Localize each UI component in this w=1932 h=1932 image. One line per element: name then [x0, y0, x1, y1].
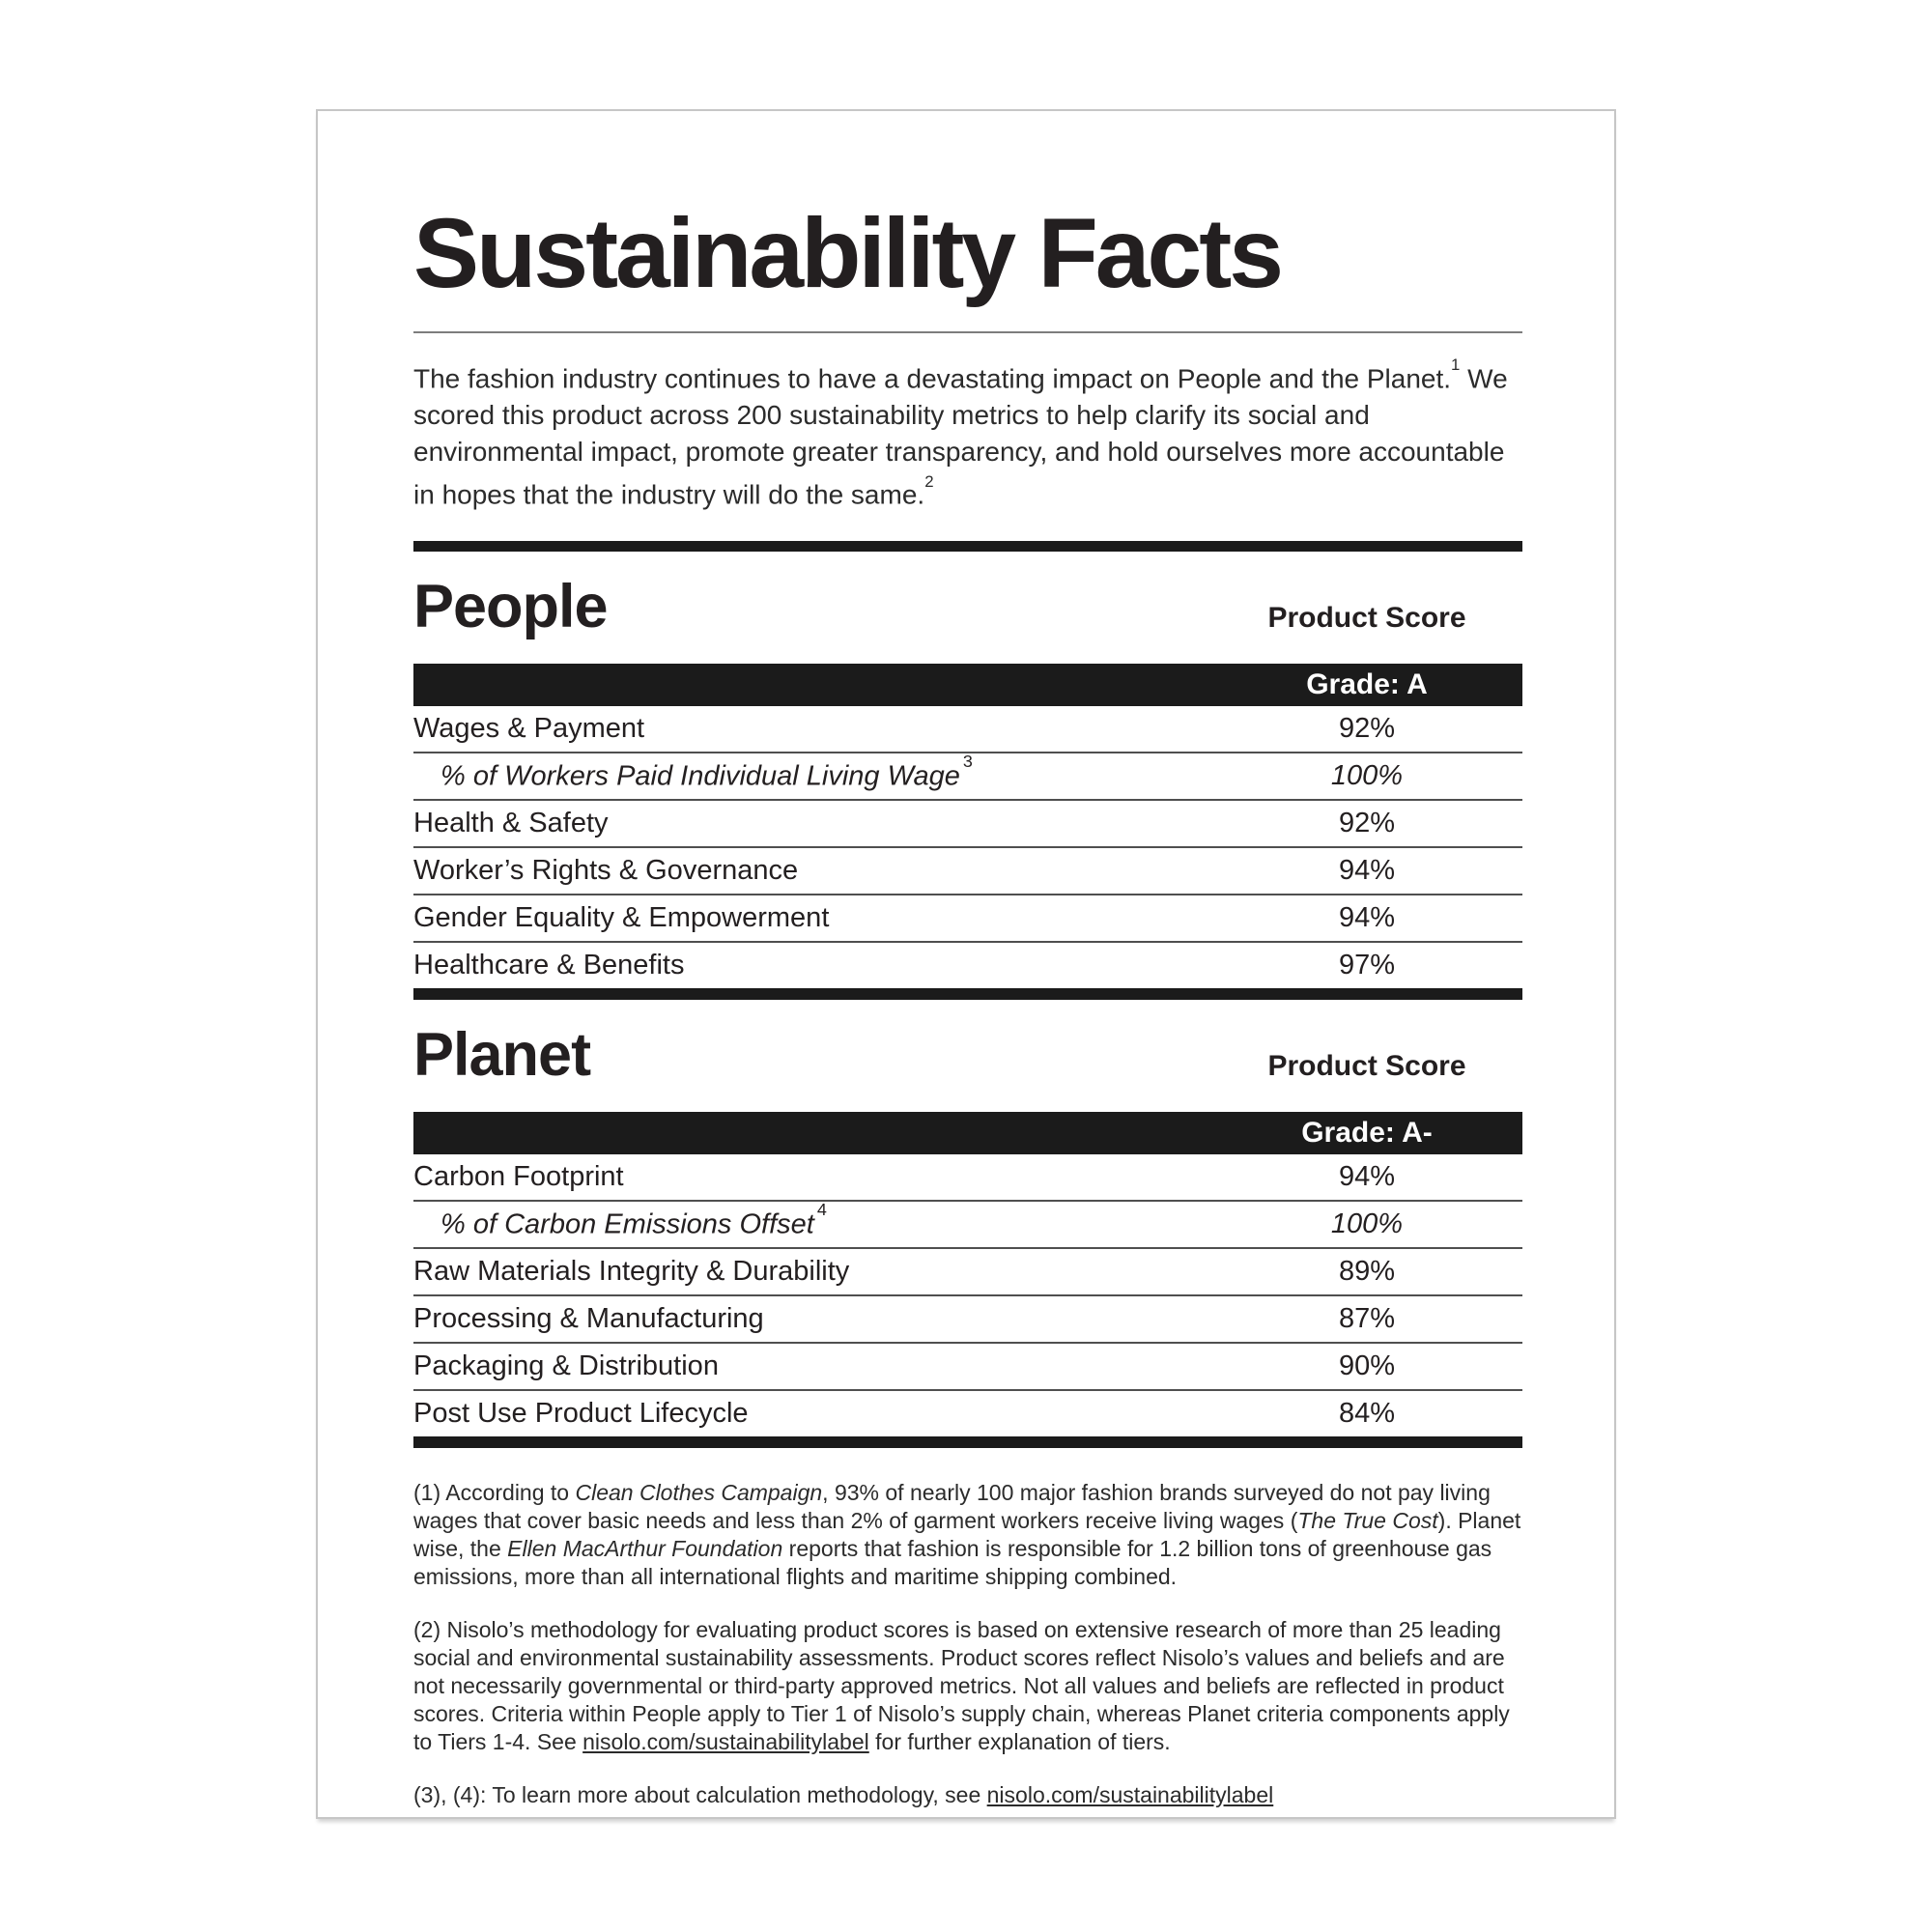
table-row: Post Use Product Lifecycle 84%	[413, 1391, 1522, 1436]
footnote-ref-4: 4	[816, 1199, 827, 1219]
intro-text-2: We scored this product across 200 sustai…	[413, 363, 1508, 510]
intro-paragraph: The fashion industry continues to have a…	[413, 355, 1522, 514]
footnote-1: (1) According to Clean Clothes Campaign,…	[413, 1479, 1521, 1589]
section-people: People Product Score Grade: A Wages & Pa…	[413, 571, 1522, 1000]
row-value: 90%	[1338, 1350, 1396, 1381]
row-value: 94%	[1338, 901, 1396, 933]
footnote-2: (2) Nisolo’s methodology for evaluating …	[413, 1616, 1510, 1754]
intro-text-1: The fashion industry continues to have a…	[413, 363, 1452, 394]
table-row: Health & Safety 92%	[413, 801, 1522, 848]
row-value: 84%	[1338, 1397, 1396, 1429]
table-row: Raw Materials Integrity & Durability 89%	[413, 1249, 1522, 1296]
people-heading: People	[413, 572, 609, 640]
row-label: Gender Equality & Empowerment	[413, 901, 830, 933]
label-content: Sustainability Facts The fashion industr…	[413, 111, 1522, 1834]
row-label: Health & Safety	[413, 807, 609, 838]
planet-grade-text: Grade: A-	[1301, 1116, 1433, 1149]
table-row: Packaging & Distribution 90%	[413, 1344, 1522, 1391]
row-label: Carbon Footprint	[413, 1160, 624, 1192]
sustainability-label-link[interactable]: nisolo.com/sustainabilitylabel	[582, 1728, 869, 1754]
people-table-bottom-bar	[413, 987, 1522, 1000]
footnote-ref-2: 2	[924, 471, 934, 491]
planet-grade-bar: Grade: A-	[413, 1111, 1522, 1154]
row-label: Post Use Product Lifecycle	[413, 1397, 749, 1429]
footnote-3-4: (3), (4): To learn more about calculatio…	[413, 1781, 1274, 1807]
table-row: Processing & Manufacturing 87%	[413, 1296, 1522, 1344]
planet-product-score-label: Product Score	[1267, 1049, 1466, 1082]
row-value: 87%	[1338, 1302, 1396, 1334]
table-row: Wages & Payment 92%	[413, 706, 1522, 753]
cited-work: Ellen MacArthur Foundation	[507, 1535, 783, 1561]
table-row: % of Carbon Emissions Offset 4 100%	[413, 1199, 1522, 1249]
row-label: Healthcare & Benefits	[413, 949, 685, 980]
page-title: Sustainability Facts	[413, 198, 1284, 308]
row-label: Raw Materials Integrity & Durability	[413, 1255, 850, 1287]
table-row: Gender Equality & Empowerment 94%	[413, 895, 1522, 943]
footnote-ref-3: 3	[962, 751, 973, 771]
row-label: Wages & Payment	[413, 712, 645, 744]
row-value: 97%	[1338, 949, 1396, 980]
table-row: Worker’s Rights & Governance 94%	[413, 848, 1522, 895]
section-planet: Planet Product Score Grade: A- Carbon Fo…	[413, 1019, 1522, 1448]
people-grade-bar: Grade: A	[413, 663, 1522, 706]
table-row: Healthcare & Benefits 97%	[413, 943, 1522, 988]
row-value: 94%	[1338, 1160, 1396, 1192]
row-value: 94%	[1338, 854, 1396, 886]
row-label: % of Carbon Emissions Offset 4	[440, 1199, 827, 1240]
cited-work: Clean Clothes Campaign	[575, 1479, 823, 1505]
sustainability-label-link[interactable]: nisolo.com/sustainabilitylabel	[986, 1781, 1274, 1807]
people-product-score-label: Product Score	[1267, 601, 1466, 634]
title-divider	[413, 331, 1522, 333]
cited-work: The True Cost	[1297, 1507, 1438, 1533]
footnote-ref-1: 1	[1451, 355, 1461, 375]
row-value: 100%	[1330, 1208, 1404, 1239]
row-label: Processing & Manufacturing	[413, 1302, 764, 1334]
row-label: Packaging & Distribution	[413, 1350, 719, 1381]
section-divider	[413, 540, 1522, 552]
row-label: % of Workers Paid Individual Living Wage…	[440, 751, 973, 792]
label-sheet: Sustainability Facts The fashion industr…	[316, 109, 1616, 1819]
row-value: 89%	[1338, 1255, 1396, 1287]
planet-table-bottom-bar	[413, 1435, 1522, 1448]
row-value: 100%	[1330, 759, 1404, 791]
row-value: 92%	[1338, 807, 1396, 838]
footnotes: (1) According to Clean Clothes Campaign,…	[413, 1479, 1522, 1809]
row-label: Worker’s Rights & Governance	[413, 854, 799, 886]
people-grade-text: Grade: A	[1306, 668, 1428, 700]
row-value: 92%	[1338, 712, 1396, 744]
planet-heading: Planet	[413, 1020, 591, 1089]
table-row: % of Workers Paid Individual Living Wage…	[413, 751, 1522, 801]
table-row: Carbon Footprint 94%	[413, 1154, 1522, 1202]
